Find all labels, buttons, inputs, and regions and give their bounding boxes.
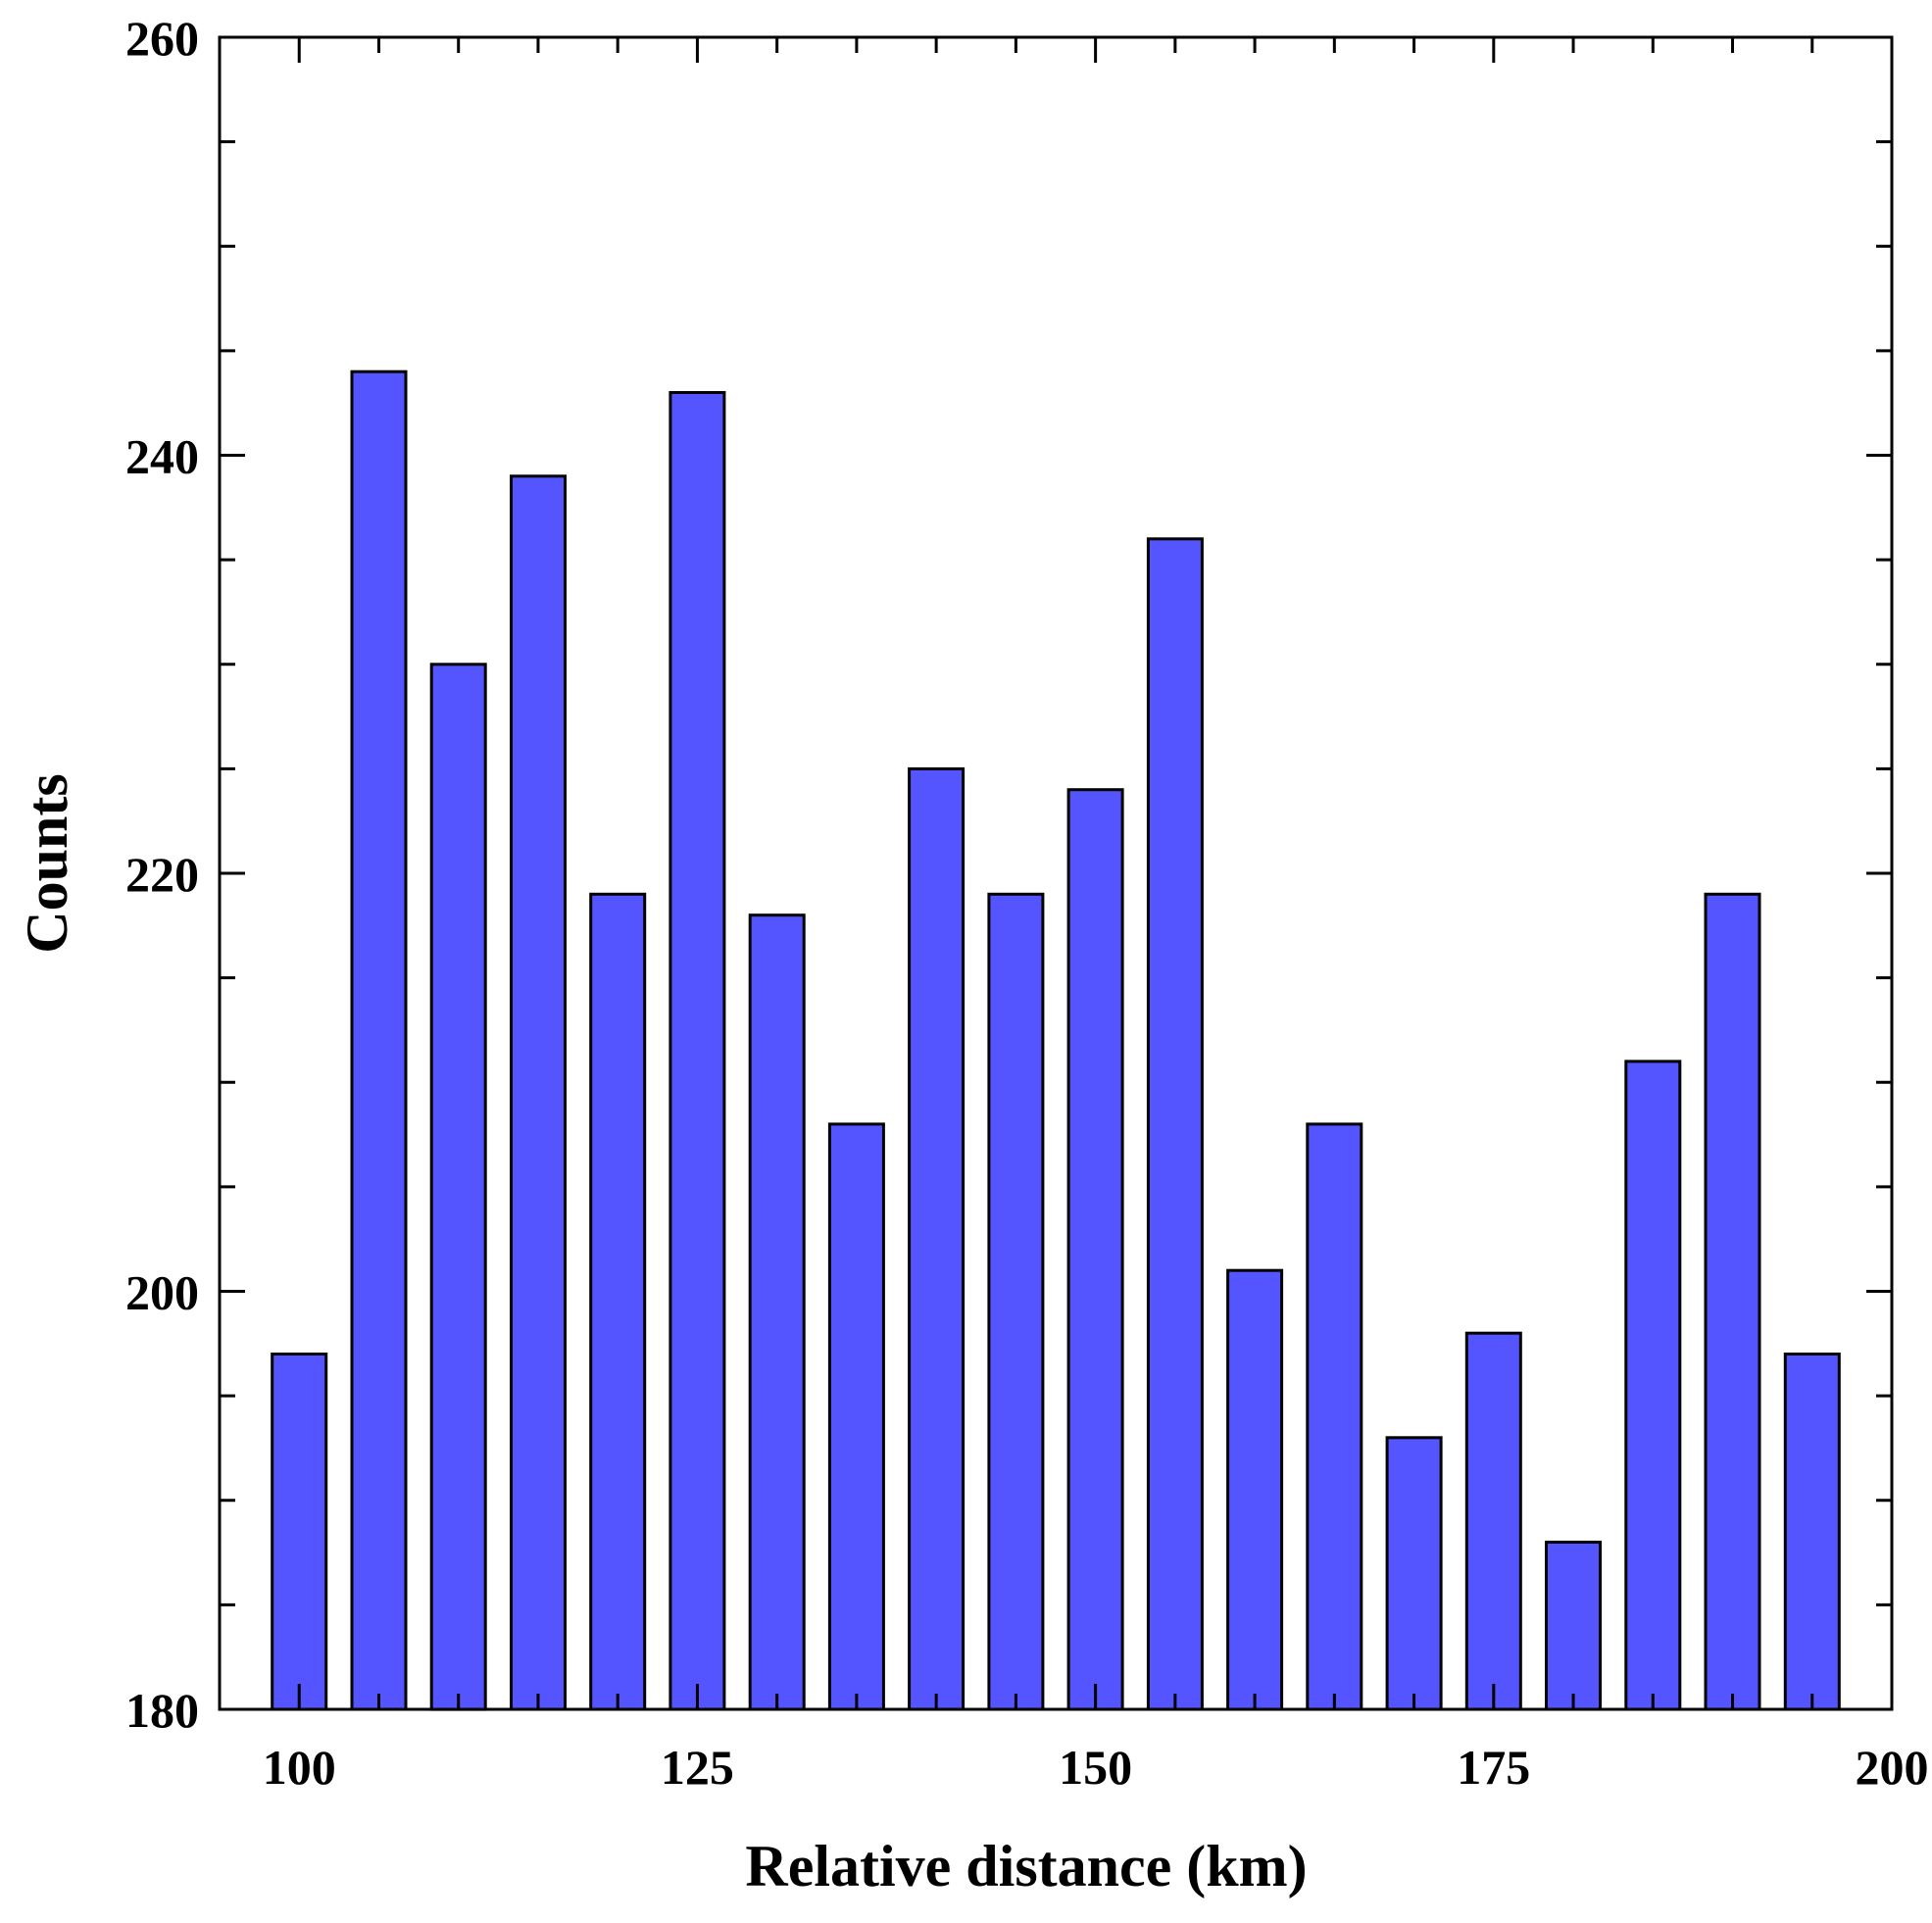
x-tick-label-200: 200	[1856, 1740, 1929, 1795]
bar-190	[1704, 892, 1761, 1711]
y-tick-labels: 180 200 220 240 260	[125, 11, 199, 1738]
bar-130	[748, 913, 806, 1711]
bar-125	[669, 391, 726, 1711]
y-tick-label-200: 200	[125, 1265, 199, 1320]
plot-frame	[218, 35, 1894, 1711]
y-tick-label-220: 220	[125, 847, 199, 902]
x-tick-label-150: 150	[1059, 1740, 1132, 1795]
y-tick-label-180: 180	[125, 1683, 199, 1738]
bar-115	[510, 474, 567, 1711]
x-tick-label-175: 175	[1457, 1740, 1530, 1795]
y-tick-label-240: 240	[125, 429, 199, 484]
x-tick-label-125: 125	[661, 1740, 734, 1795]
x-axis-title: Relative distance (km)	[745, 1834, 1307, 1898]
bar-100	[271, 1353, 328, 1711]
bar-155	[1146, 537, 1204, 1711]
bar-105	[350, 370, 408, 1711]
x-tick-label-100: 100	[263, 1740, 336, 1795]
bar-195	[1783, 1353, 1841, 1711]
bar-175	[1464, 1331, 1522, 1711]
bar-165	[1306, 1122, 1363, 1711]
bar-135	[827, 1122, 885, 1711]
bar-145	[987, 892, 1045, 1711]
bar-140	[908, 766, 966, 1711]
bar-180	[1545, 1540, 1602, 1711]
bar-170	[1385, 1436, 1443, 1711]
x-tick-labels: 100 125 150 175 200	[263, 1740, 1929, 1795]
y-tick-label-260: 260	[125, 11, 199, 66]
y-axis-title: Counts	[15, 773, 79, 953]
bar-185	[1624, 1060, 1682, 1711]
bar-110	[429, 663, 487, 1711]
bar-150	[1066, 788, 1124, 1711]
bar-160	[1226, 1268, 1284, 1711]
bars-group	[271, 370, 1841, 1711]
bar-120	[589, 892, 647, 1711]
